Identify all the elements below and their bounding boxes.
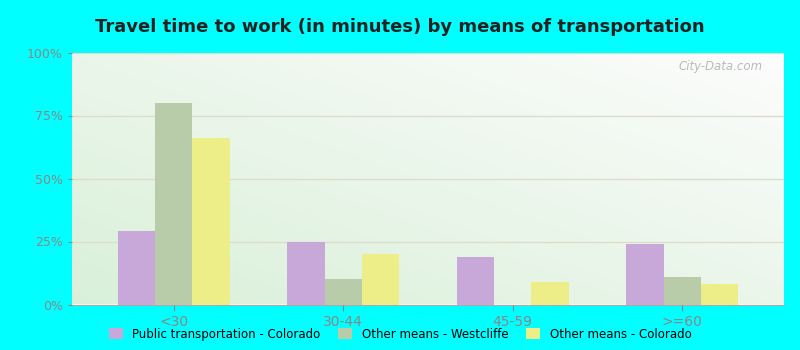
Legend: Public transportation - Colorado, Other means - Westcliffe, Other means - Colora: Public transportation - Colorado, Other … [109,328,691,341]
Bar [192,138,230,304]
Bar [701,284,738,304]
Bar [362,254,399,304]
Bar [664,277,701,304]
Text: City-Data.com: City-Data.com [678,60,762,73]
Bar [531,282,569,304]
Text: Travel time to work (in minutes) by means of transportation: Travel time to work (in minutes) by mean… [95,18,705,35]
Bar [457,257,494,304]
Bar [325,279,362,304]
Bar [155,103,192,304]
Bar [626,244,664,304]
Bar [287,241,325,304]
Bar [118,231,155,304]
